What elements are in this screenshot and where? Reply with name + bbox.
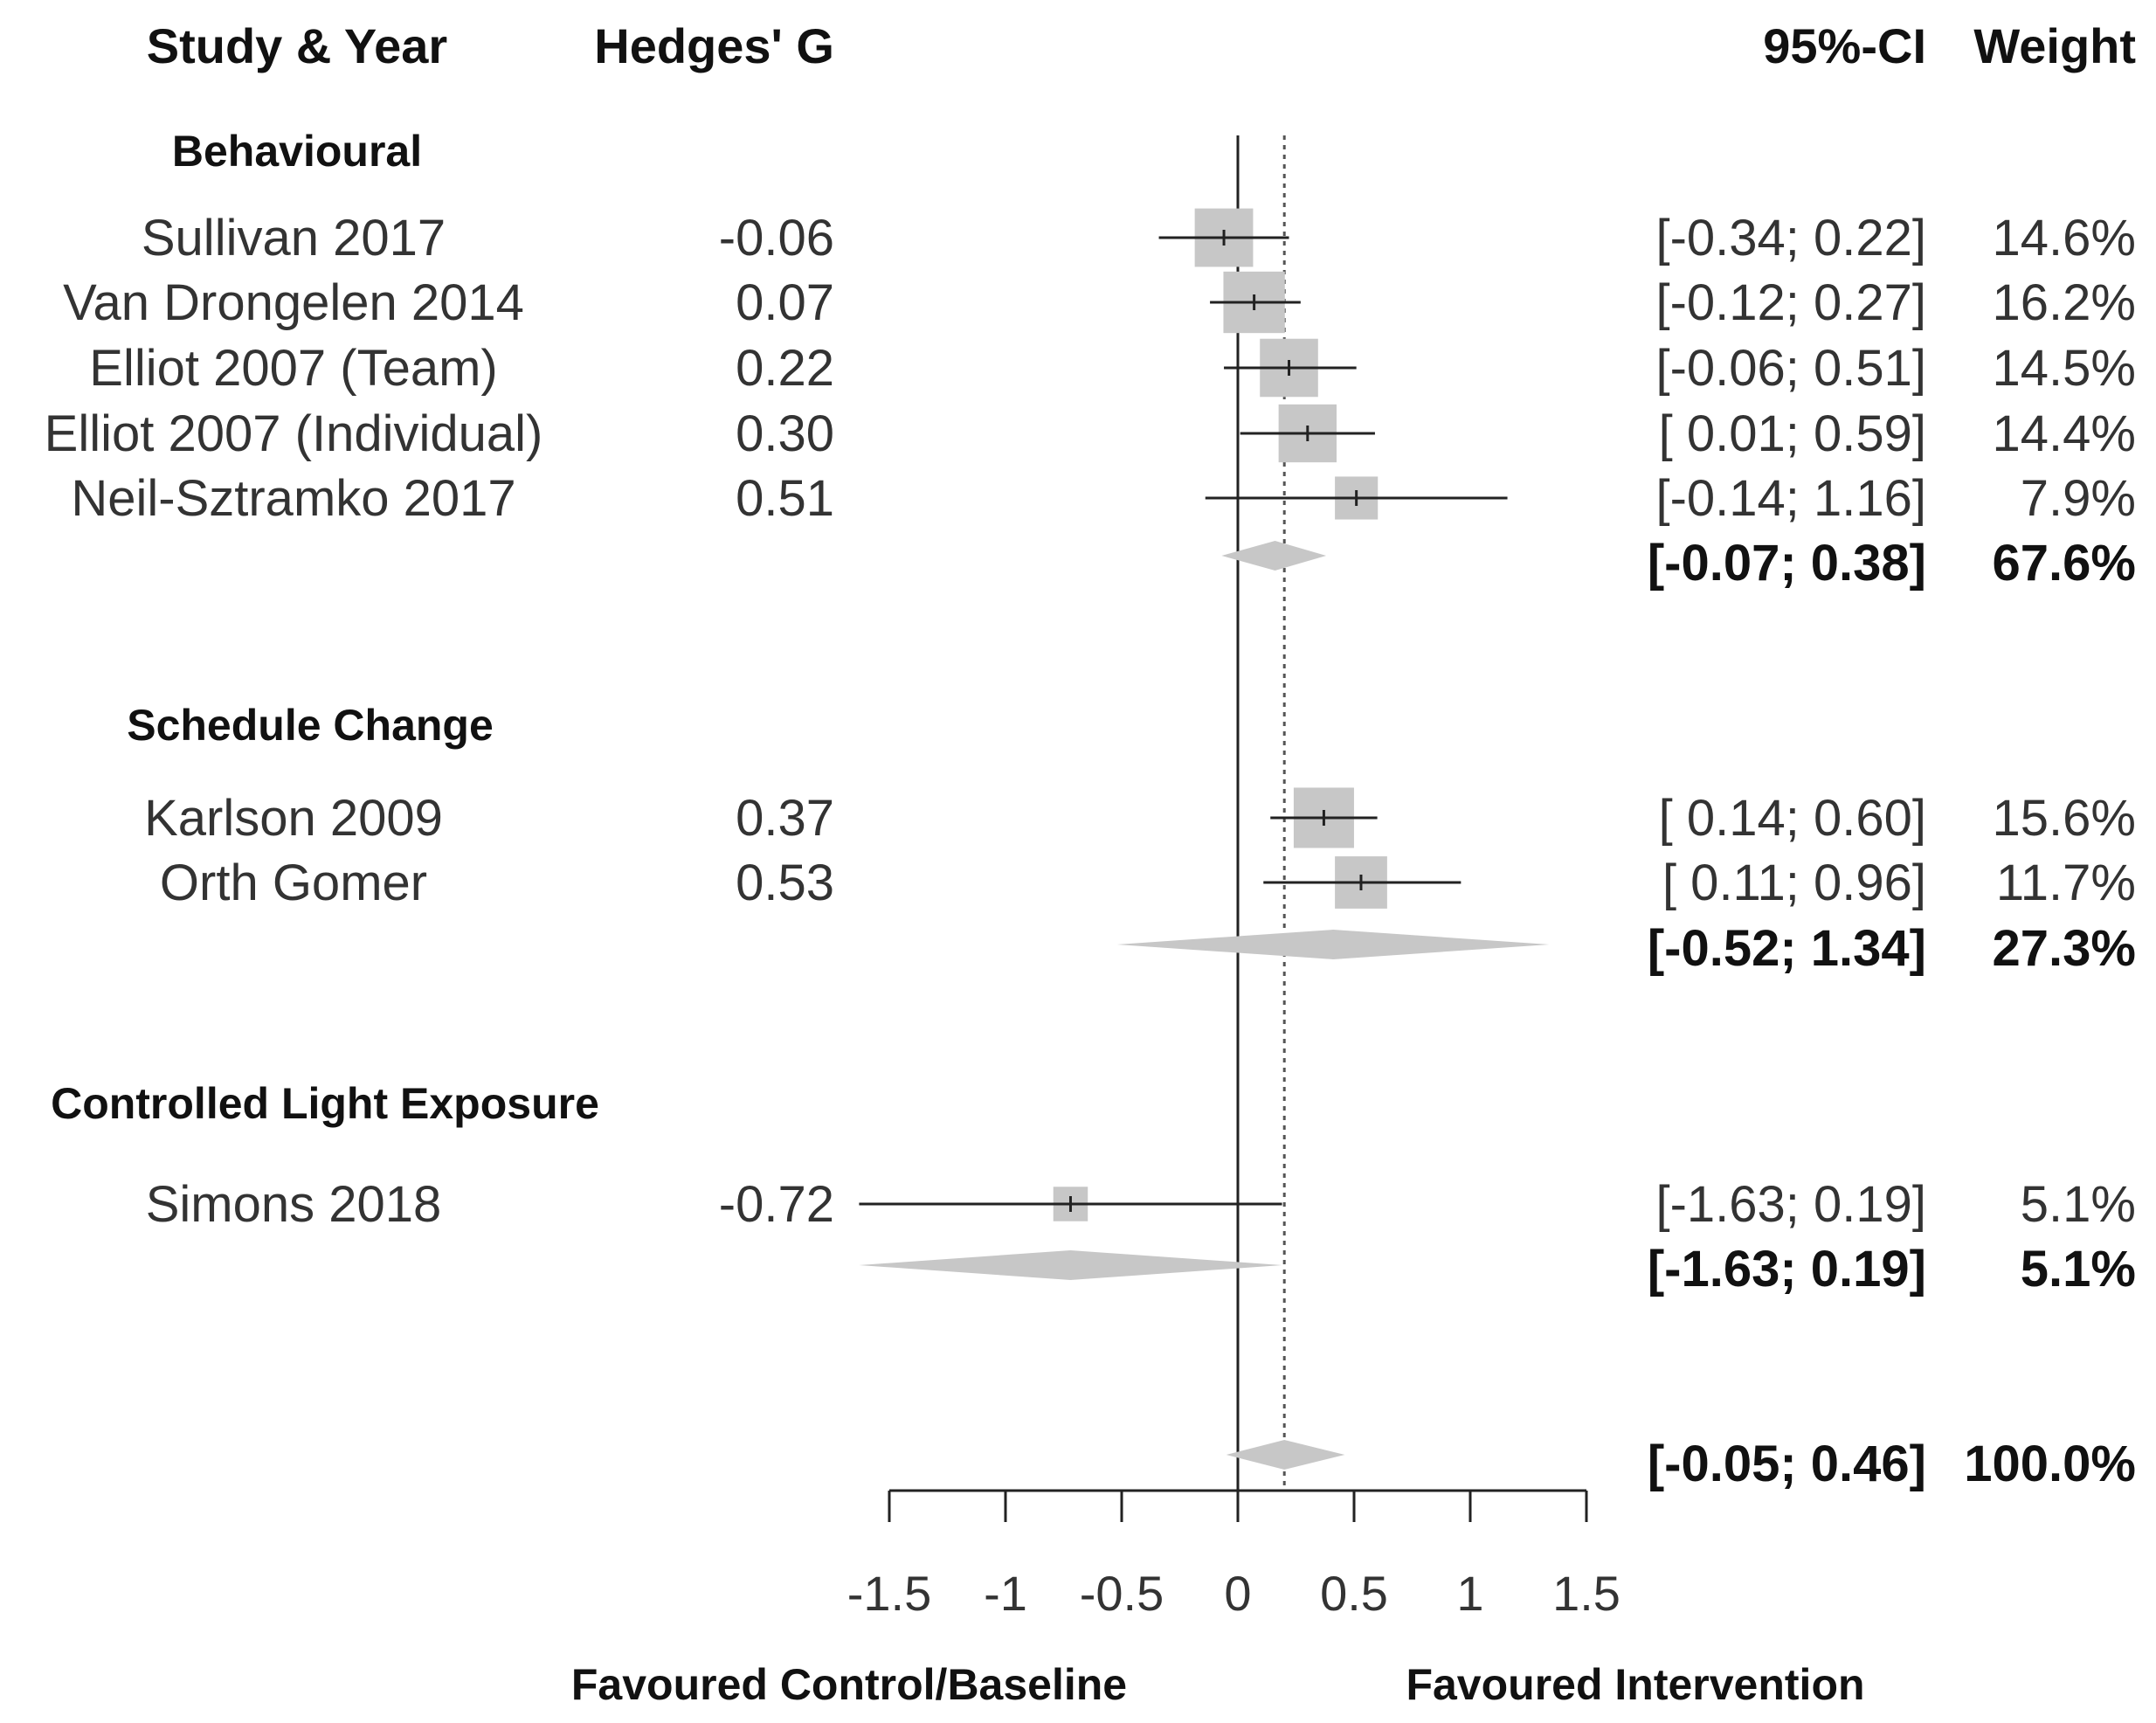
study-name: Elliot 2007 (Team) (89, 340, 497, 397)
ci-value: [-0.14; 1.16] (1655, 470, 1926, 527)
study-name: Orth Gomer (160, 855, 427, 911)
subgroup-weight: 5.1% (2021, 1241, 2136, 1297)
ci-value: [ 0.01; 0.59] (1659, 405, 1926, 462)
x-tick-label: 1 (1456, 1566, 1483, 1621)
weight-value: 14.4% (1993, 405, 2136, 462)
study-name: Karlson 2009 (144, 790, 443, 847)
effect-value: -0.72 (719, 1176, 834, 1233)
overall-ci: [-0.05; 0.46] (1648, 1436, 1926, 1492)
group-label-behavioural: Behavioural (172, 127, 422, 176)
xlabel-favoured-control: Favoured Control/Baseline (571, 1660, 1127, 1709)
header-effect: Hedges' G (594, 18, 834, 73)
weight-value: 7.9% (2021, 470, 2136, 527)
group-label-schedule-change: Schedule Change (127, 701, 494, 750)
effect-value: 0.53 (736, 855, 834, 911)
x-tick-label: 0.5 (1320, 1566, 1388, 1621)
subgroup-ci: [-0.07; 0.38] (1648, 535, 1926, 592)
x-tick-label: -1 (984, 1566, 1027, 1621)
header-study: Study & Year (147, 18, 447, 73)
subgroup-weight: 67.6% (1993, 535, 2136, 592)
subgroup-diamond (1221, 541, 1327, 571)
ci-value: [ 0.14; 0.60] (1659, 790, 1926, 847)
x-tick-label: -0.5 (1080, 1566, 1164, 1621)
study-name: Van Drongelen 2014 (63, 274, 524, 331)
subgroup-diamond (1116, 930, 1550, 959)
study-name: Sullivan 2017 (142, 210, 446, 266)
weight-value: 11.7% (1996, 855, 2136, 911)
xlabel-favoured-intervention: Favoured Intervention (1406, 1660, 1864, 1709)
subgroup-ci: [-0.52; 1.34] (1648, 920, 1926, 977)
ci-value: [-0.34; 0.22] (1655, 210, 1926, 266)
group-label-controlled-light-exposure: Controlled Light Exposure (51, 1079, 599, 1128)
plot-area: -1.5 -1 -0.5 0 0.5 1 1.5 (847, 135, 1620, 1621)
study-name: Simons 2018 (146, 1176, 442, 1233)
effect-value: 0.37 (736, 790, 834, 847)
header-ci: 95%-CI (1763, 18, 1926, 73)
study-name: Elliot 2007 (Individual) (45, 405, 543, 462)
ci-value: [-1.63; 0.19] (1655, 1176, 1926, 1233)
subgroup-weight: 27.3% (1993, 920, 2136, 977)
subgroup-diamond (859, 1250, 1282, 1280)
study-name: Neil-Sztramko 2017 (71, 470, 515, 527)
effect-value: -0.06 (719, 210, 834, 266)
weight-value: 16.2% (1993, 274, 2136, 331)
x-tick-label: -1.5 (847, 1566, 932, 1621)
ci-value: [ 0.11; 0.96] (1662, 855, 1926, 911)
weight-value: 5.1% (2021, 1176, 2136, 1233)
overall-diamond (1226, 1440, 1345, 1470)
x-tick-label: 0 (1224, 1566, 1251, 1621)
effect-value: 0.51 (736, 470, 834, 527)
effect-value: 0.30 (736, 405, 834, 462)
subgroup-ci: [-1.63; 0.19] (1648, 1241, 1926, 1297)
effect-value: 0.07 (736, 274, 834, 331)
x-tick-label: 1.5 (1552, 1566, 1620, 1621)
effect-value: 0.22 (736, 340, 834, 397)
header-weight: Weight (1973, 18, 2136, 73)
weight-value: 14.6% (1993, 210, 2136, 266)
weight-value: 15.6% (1993, 790, 2136, 847)
weight-value: 14.5% (1993, 340, 2136, 397)
ci-value: [-0.06; 0.51] (1655, 340, 1926, 397)
ci-value: [-0.12; 0.27] (1655, 274, 1926, 331)
overall-weight: 100.0% (1964, 1436, 2136, 1492)
